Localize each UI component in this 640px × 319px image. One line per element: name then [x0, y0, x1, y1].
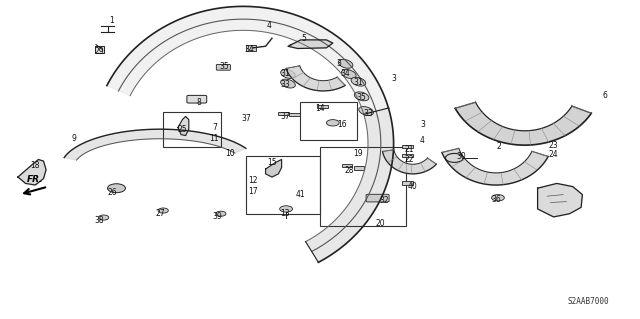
Text: 27: 27	[155, 209, 165, 218]
Bar	[402, 181, 413, 185]
Text: 7: 7	[212, 123, 217, 132]
FancyBboxPatch shape	[187, 95, 207, 103]
Text: 37: 37	[280, 112, 290, 121]
Bar	[402, 145, 413, 148]
Text: 31: 31	[353, 78, 364, 87]
Circle shape	[108, 184, 125, 193]
Ellipse shape	[351, 77, 365, 86]
Text: 24: 24	[548, 150, 559, 159]
Bar	[342, 164, 352, 167]
Ellipse shape	[355, 92, 369, 101]
Text: 14: 14	[315, 104, 325, 113]
Text: 19: 19	[353, 149, 364, 158]
Bar	[317, 105, 328, 108]
Text: 4: 4	[266, 21, 271, 30]
Text: 18: 18	[31, 161, 40, 170]
Ellipse shape	[281, 70, 295, 78]
Bar	[289, 113, 300, 116]
Text: 33: 33	[280, 80, 290, 89]
Polygon shape	[442, 148, 548, 185]
Text: 35: 35	[356, 93, 367, 102]
Polygon shape	[266, 160, 282, 177]
Text: 35: 35	[219, 63, 229, 71]
Text: 26: 26	[107, 189, 117, 197]
Text: 29: 29	[94, 47, 104, 56]
Ellipse shape	[281, 79, 295, 88]
Text: 34: 34	[244, 45, 255, 54]
Polygon shape	[383, 150, 436, 174]
FancyBboxPatch shape	[366, 194, 389, 202]
Ellipse shape	[342, 70, 356, 78]
Polygon shape	[306, 108, 394, 262]
Text: 13: 13	[280, 209, 290, 218]
Text: 41: 41	[296, 190, 306, 199]
Polygon shape	[288, 40, 333, 48]
Polygon shape	[178, 116, 189, 136]
Text: 3: 3	[337, 59, 342, 68]
Polygon shape	[64, 129, 246, 160]
Text: 39: 39	[212, 212, 223, 221]
Polygon shape	[107, 6, 388, 114]
Circle shape	[158, 208, 168, 213]
Text: 38: 38	[94, 216, 104, 225]
Text: 12: 12	[248, 176, 257, 185]
Polygon shape	[538, 183, 582, 217]
Text: FR.: FR.	[27, 175, 44, 184]
Text: 22: 22	[405, 155, 414, 164]
Ellipse shape	[339, 59, 353, 68]
Text: 28: 28	[344, 166, 353, 175]
Bar	[246, 45, 256, 51]
Circle shape	[326, 120, 339, 126]
Bar	[246, 156, 320, 214]
Ellipse shape	[359, 107, 373, 115]
Bar	[278, 112, 289, 115]
Bar	[402, 154, 413, 157]
Text: 17: 17	[248, 187, 258, 196]
Polygon shape	[286, 66, 345, 91]
Text: 25: 25	[177, 125, 188, 134]
Text: 32: 32	[379, 197, 389, 205]
Text: 10: 10	[225, 149, 236, 158]
Text: 34: 34	[340, 69, 351, 78]
Circle shape	[280, 206, 292, 212]
Text: 3: 3	[420, 120, 425, 129]
Circle shape	[216, 211, 226, 216]
Text: 30: 30	[456, 152, 466, 161]
Text: 31: 31	[280, 69, 290, 78]
Polygon shape	[455, 102, 591, 145]
Text: 9: 9	[71, 134, 76, 143]
Bar	[300, 102, 357, 140]
Bar	[163, 112, 221, 147]
Text: 37: 37	[241, 114, 252, 122]
FancyBboxPatch shape	[216, 64, 230, 70]
Text: 20: 20	[376, 219, 386, 228]
Text: 11: 11	[210, 134, 219, 143]
Text: 1: 1	[109, 16, 115, 25]
Bar	[354, 166, 364, 170]
Text: 3: 3	[391, 74, 396, 83]
Text: 4: 4	[420, 136, 425, 145]
Text: 23: 23	[548, 141, 559, 150]
Text: 2: 2	[497, 142, 502, 151]
Text: 5: 5	[301, 34, 307, 43]
Text: 33: 33	[363, 109, 373, 118]
Text: 15: 15	[267, 158, 277, 167]
Text: 40: 40	[408, 182, 418, 191]
Text: S2AAB7000: S2AAB7000	[568, 297, 610, 306]
Text: 36: 36	[491, 195, 501, 204]
Circle shape	[99, 215, 109, 220]
Circle shape	[492, 195, 504, 201]
Polygon shape	[18, 160, 46, 185]
Bar	[95, 46, 104, 53]
Bar	[320, 147, 406, 226]
Text: 6: 6	[602, 91, 607, 100]
Text: 16: 16	[337, 120, 348, 129]
Text: 21: 21	[405, 145, 414, 154]
Text: 8: 8	[196, 98, 201, 107]
